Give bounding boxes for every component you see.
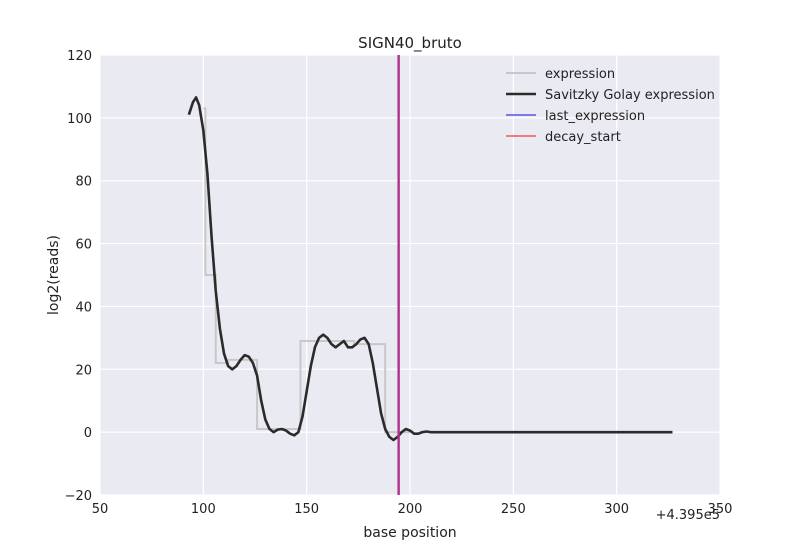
y-axis-label: log2(reads) [46,235,62,315]
x-axis-label: base position [363,525,456,541]
series-savitzky-golay [187,96,673,442]
x-tick-label: 350 [708,502,733,517]
x-tick-label: 50 [92,502,109,517]
legend-label: expression [545,67,615,82]
y-tick-label: 20 [75,363,92,378]
x-tick-label: 150 [294,502,319,517]
x-tick-label: 200 [398,502,423,517]
legend-label: last_expression [545,109,645,124]
y-tick-label: 120 [67,49,92,64]
y-tick-label: 40 [75,300,92,315]
x-axis-ticks: 50 100 150 200 250 300 350 [92,502,733,517]
y-tick-label: 60 [75,238,92,253]
x-tick-label: 300 [604,502,629,517]
chart-title: SIGN40_bruto [358,34,462,53]
legend-label: Savitzky Golay expression [545,88,715,103]
plot-content [187,55,673,495]
grid-lines [99,54,721,496]
x-tick-label: 100 [191,502,216,517]
y-tick-label: 0 [84,426,92,441]
y-tick-label: 100 [67,112,92,127]
y-axis-ticks: −20 0 20 40 60 80 100 120 [65,49,92,504]
legend: expression Savitzky Golay expression last_… [506,67,715,145]
y-tick-label: −20 [65,489,92,504]
y-tick-label: 80 [75,175,92,190]
legend-label: decay_start [545,130,621,145]
x-tick-label: 250 [501,502,526,517]
x-offset-label: +4.395e5 [656,508,720,523]
